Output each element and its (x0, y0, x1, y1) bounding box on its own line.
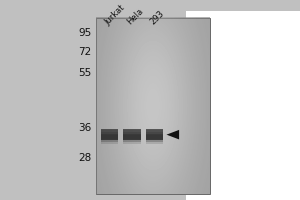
Text: 28: 28 (78, 153, 92, 163)
Bar (123, 134, 141, 140)
Text: 293: 293 (148, 9, 166, 27)
Bar (101, 129, 118, 140)
Bar (123, 130, 141, 137)
Bar (146, 137, 163, 144)
Bar (146, 130, 163, 137)
Bar (96, 18, 210, 194)
Bar (146, 132, 163, 139)
Bar (101, 137, 118, 144)
Text: 72: 72 (78, 47, 92, 57)
Bar (123, 132, 141, 139)
Text: 36: 36 (78, 123, 92, 133)
Text: 55: 55 (78, 68, 92, 78)
Bar (146, 134, 163, 140)
Bar (123, 135, 141, 142)
Bar (123, 129, 141, 140)
Bar (186, 11, 300, 200)
Text: Jurkat: Jurkat (103, 3, 127, 27)
Bar (101, 134, 118, 140)
Bar (101, 132, 118, 139)
Bar (101, 130, 118, 137)
Bar (101, 135, 118, 142)
Bar (146, 129, 163, 140)
Text: 95: 95 (78, 28, 92, 38)
Bar (146, 135, 163, 142)
Polygon shape (167, 130, 179, 139)
Text: Hela: Hela (126, 7, 146, 27)
Bar (123, 137, 141, 144)
